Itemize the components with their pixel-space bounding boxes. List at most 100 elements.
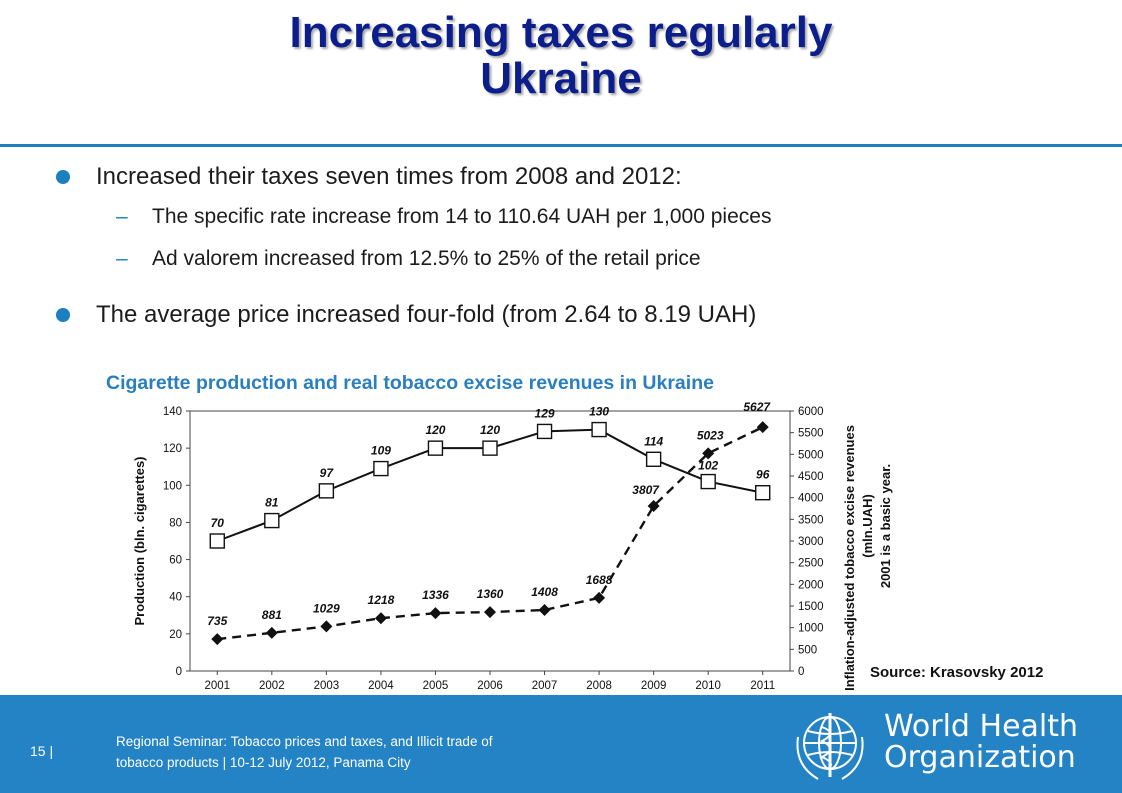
left-tick-label: 60 [169,555,182,567]
sub-bullet-item: – The specific rate increase from 14 to … [56,204,1106,230]
right-tick-label: 0 [798,666,804,678]
production-data-label: 70 [211,516,225,530]
right-tick-label: 3500 [798,514,824,526]
source-note: Source: Krasovsky 2012 [870,664,1044,681]
left-tick-label: 80 [169,517,182,529]
left-tick-label: 40 [169,592,182,604]
right-tick-label: 5000 [798,449,824,461]
slide-title: Increasing taxes regularly Ukraine [0,10,1122,102]
revenue-point [538,603,551,616]
revenue-point [756,421,769,434]
production-point [373,460,389,477]
production-point [264,512,280,529]
bullet-text: The average price increased four-fold (f… [96,301,757,328]
right-tick-label: 2500 [798,558,824,570]
x-tick-label: 2001 [204,680,230,692]
revenue-data-label: 735 [207,614,227,628]
bullet-dot-icon [56,308,70,322]
x-tick-label: 2002 [259,680,285,692]
right-tick-label: 2000 [798,579,824,591]
production-data-label: 129 [535,406,555,420]
bullet-item: Increased their taxes seven times from 2… [56,162,1106,192]
right-axis-label: Inflation-adjusted tobacco excise revenu… [842,425,857,691]
right-axis-label: 2001 is a basic year. [878,464,893,588]
left-axis-label: Production (bln. cigarettes) [132,456,147,625]
production-point [645,451,662,467]
sub-bullet-text: Ad valorem increased from 12.5% to 25% o… [152,247,701,270]
bullet-list: Increased their taxes seven times from 2… [56,162,1106,330]
left-tick-label: 100 [163,480,182,492]
sub-bullet-text: The specific rate increase from 14 to 11… [152,205,772,228]
left-tick-label: 20 [169,629,182,641]
revenue-point [484,606,496,619]
footer-line-1: Regional Seminar: Tobacco prices and tax… [116,734,493,749]
revenue-data-label: 1360 [477,587,504,601]
footer-line-2: tobacco products | 10-12 July 2012, Pana… [116,755,411,770]
x-tick-label: 2006 [477,680,503,692]
revenue-data-label: 881 [262,608,282,622]
revenue-point [211,633,224,646]
right-tick-label: 3000 [798,536,824,548]
revenue-data-label: 1029 [313,601,340,615]
who-name: World Health Organization [884,711,1078,773]
right-tick-label: 4000 [798,493,824,505]
production-data-label: 81 [265,496,279,510]
x-tick-label: 2007 [532,680,558,692]
chart-title: Cigarette production and real tobacco ex… [106,372,714,394]
right-tick-label: 1500 [798,601,824,613]
production-point [482,440,498,456]
footer-event-text: Regional Seminar: Tobacco prices and tax… [116,731,492,773]
x-tick-label: 2004 [368,680,394,692]
production-data-label: 120 [425,423,445,437]
right-tick-label: 1000 [798,623,824,635]
right-tick-label: 4500 [798,471,824,483]
revenue-data-label: 5627 [743,400,771,414]
dash-icon: – [116,247,128,270]
revenue-data-label: 1688 [586,573,613,587]
bullet-text: Increased their taxes seven times from 2… [96,163,682,190]
title-divider [0,144,1122,147]
title-line-1: Increasing taxes regularly [289,8,833,57]
production-point [700,473,716,490]
revenue-data-label: 1218 [368,593,395,607]
revenue-point [374,612,387,625]
x-tick-label: 2005 [423,680,449,692]
footer-bar: 15 | Regional Seminar: Tobacco prices an… [0,695,1122,793]
production-data-label: 114 [644,434,663,448]
production-revenue-chart: 0 20 40 60 80 100 120 140 0 500 1000 1500 2000 2500 30… [132,400,893,692]
production-data-label: 120 [480,423,500,437]
left-tick-label: 140 [163,406,182,418]
production-point [209,533,225,549]
revenue-point [429,607,442,620]
production-data-label: 109 [371,444,391,458]
bullet-item: The average price increased four-fold (f… [56,300,1106,330]
production-point [536,423,553,440]
revenue-data-label: 1408 [531,585,558,599]
right-axis-label: (mln.UAH) [860,494,875,558]
left-tick-label: 0 [176,666,182,678]
x-tick-label: 2003 [314,680,340,692]
x-tick-label: 2011 [750,680,775,692]
production-point [755,485,771,501]
production-data-label: 96 [756,468,770,482]
bullet-dot-icon [56,170,70,184]
who-emblem-icon [796,713,864,780]
page-number: 15 | [30,743,54,759]
sub-bullet-item: – Ad valorem increased from 12.5% to 25%… [56,246,1106,272]
x-tick-label: 2010 [695,680,721,692]
x-tick-label: 2008 [586,680,612,692]
org-name-line-1: World Health [884,709,1079,744]
revenue-point [593,591,606,604]
revenue-point [320,620,333,633]
revenue-data-label: 5023 [697,428,724,442]
production-data-label: 130 [589,405,609,419]
production-data-label: 102 [698,459,718,473]
right-tick-label: 500 [798,644,817,656]
revenue-point [647,500,660,513]
production-data-label: 97 [320,466,335,480]
revenue-data-label: 1336 [422,588,449,602]
title-line-2: Ukraine [480,54,642,103]
revenue-point [265,626,278,639]
org-name-line-2: Organization [884,740,1076,775]
right-tick-label: 5500 [798,428,824,440]
